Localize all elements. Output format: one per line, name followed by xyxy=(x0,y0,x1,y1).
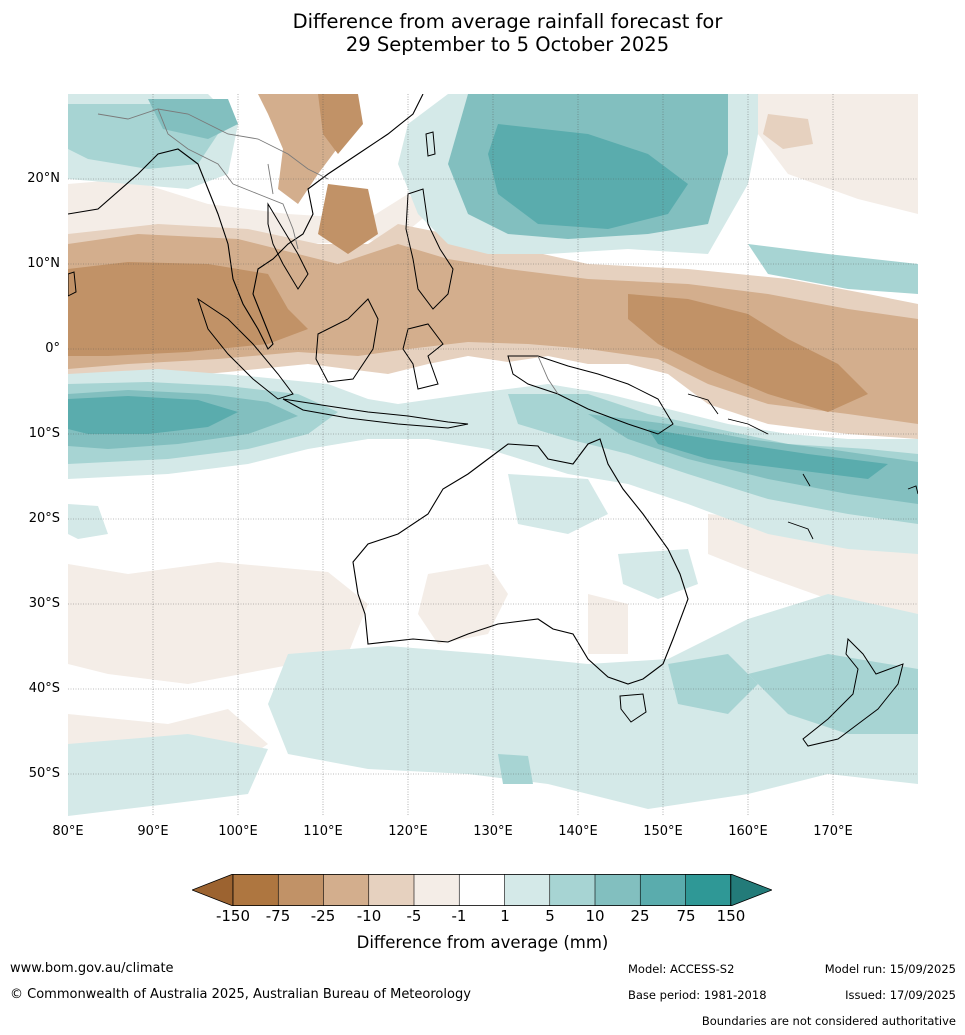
lat-label-0: 0° xyxy=(45,341,60,356)
lat-label-50s: 50°S xyxy=(28,766,60,781)
colorbar-tick: 150 xyxy=(716,907,746,925)
lon-label-90e: 90°E xyxy=(137,824,169,839)
colorbar-swatch-4 xyxy=(368,874,414,906)
footer-model: Model: ACCESS-S2 xyxy=(628,962,735,976)
colorbar-swatch-5 xyxy=(414,874,460,906)
lat-label-20n: 20°N xyxy=(27,171,60,186)
lon-label-80e: 80°E xyxy=(52,824,84,839)
taiwan-outline xyxy=(425,131,436,157)
graticule xyxy=(68,94,918,816)
colorbar-swatch-11 xyxy=(685,874,731,906)
colorbar-tick: -5 xyxy=(406,907,422,925)
tasmania-outline xyxy=(619,693,647,723)
colorbar-swatch-9 xyxy=(595,874,641,906)
lon-label-130e: 130°E xyxy=(473,824,513,839)
lon-label-100e: 100°E xyxy=(218,824,258,839)
lat-label-10s: 10°S xyxy=(28,426,60,441)
colorbar-swatch-high-arrow xyxy=(730,874,772,906)
title-line-2: 29 September to 5 October 2025 xyxy=(345,33,670,56)
lat-label-10n: 10°N xyxy=(27,256,60,271)
australia-outline xyxy=(352,438,689,685)
lat-label-20s: 20°S xyxy=(28,511,60,526)
indochina-outline xyxy=(267,202,309,290)
pacific-islands xyxy=(687,393,918,540)
lon-label-150e: 150°E xyxy=(643,824,683,839)
colorbar-swatch-7 xyxy=(504,874,550,906)
new-guinea-outline xyxy=(507,355,674,435)
new-zealand-outline xyxy=(802,637,904,747)
footer-copyright: © Commonwealth of Australia 2025, Austra… xyxy=(10,987,471,1002)
sumatra-outline xyxy=(197,297,294,400)
colorbar-tick: -75 xyxy=(265,907,291,925)
rainfall-map xyxy=(68,94,918,816)
colorbar-tick: -1 xyxy=(451,907,467,925)
footer-model-run: Model run: 15/09/2025 xyxy=(824,962,956,976)
colorbar-tick: 1 xyxy=(500,907,510,925)
footer-url[interactable]: www.bom.gov.au/climate xyxy=(10,961,174,976)
colorbar-swatch-8 xyxy=(549,874,595,906)
colorbar-swatch-10 xyxy=(640,874,686,906)
map-title: Difference from average rainfall forecas… xyxy=(0,10,965,56)
lon-label-140e: 140°E xyxy=(558,824,598,839)
title-line-1: Difference from average rainfall forecas… xyxy=(292,10,723,33)
java-outline xyxy=(282,398,469,429)
lon-label-170e: 170°E xyxy=(813,824,853,839)
footer-base-period: Base period: 1981-2018 xyxy=(628,988,767,1002)
colorbar xyxy=(192,874,772,906)
colorbar-tick: -10 xyxy=(356,907,382,925)
lon-label-120e: 120°E xyxy=(388,824,428,839)
colorbar-title: Difference from average (mm) xyxy=(356,933,609,952)
country-borders xyxy=(97,108,559,395)
lat-label-40s: 40°S xyxy=(28,681,60,696)
sri-lanka-outline xyxy=(68,271,77,297)
lon-label-110e: 110°E xyxy=(303,824,343,839)
wet-southern-band xyxy=(68,369,918,554)
colorbar-tick: 5 xyxy=(545,907,555,925)
colorbar-tick: 10 xyxy=(585,907,605,925)
footer-boundaries-note: Boundaries are not considered authoritat… xyxy=(701,1014,956,1028)
colorbar-tick: -150 xyxy=(215,907,251,925)
colorbar-swatch-6 xyxy=(459,874,505,906)
colorbar-swatch-3 xyxy=(323,874,369,906)
sulawesi-outline xyxy=(402,323,444,390)
lat-label-30s: 30°S xyxy=(28,596,60,611)
lon-label-160e: 160°E xyxy=(728,824,768,839)
colorbar-tick: -25 xyxy=(310,907,336,925)
colorbar-swatch-2 xyxy=(278,874,324,906)
colorbar-tick: 75 xyxy=(676,907,696,925)
philippines-outline xyxy=(405,188,454,310)
colorbar-swatch-1 xyxy=(233,874,279,906)
rainfall-map-svg xyxy=(68,94,918,816)
footer-issued: Issued: 17/09/2025 xyxy=(845,988,956,1002)
colorbar-tick: 25 xyxy=(630,907,650,925)
colorbar-swatch-low-arrow xyxy=(192,874,234,906)
